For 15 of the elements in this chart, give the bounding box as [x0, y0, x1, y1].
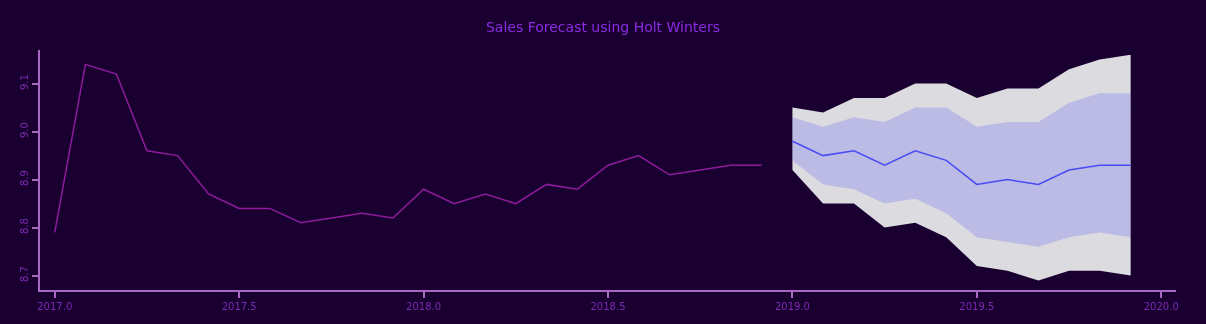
- chart-title: Sales Forecast using Holt Winters: [485, 19, 721, 36]
- y-tick-label: 8.9: [19, 170, 30, 187]
- line-series: [791, 140, 1132, 186]
- x-tick-label: 2017.5: [221, 301, 257, 312]
- x-tick-label: 2019.5: [959, 301, 995, 312]
- line-series: [54, 63, 763, 234]
- y-tick-label: 8.8: [19, 218, 30, 235]
- y-tick-label: 9.0: [19, 122, 30, 139]
- y-tick-label: 8.7: [19, 266, 30, 283]
- y-tick-label: 9.1: [19, 74, 30, 91]
- x-tick-label: 2019.0: [774, 301, 810, 312]
- x-tick-label: 2017.0: [37, 301, 73, 312]
- x-tick-label: 2018.5: [590, 301, 626, 312]
- x-tick-label: 2018.0: [406, 301, 442, 312]
- x-tick-label: 2020.0: [1143, 301, 1179, 312]
